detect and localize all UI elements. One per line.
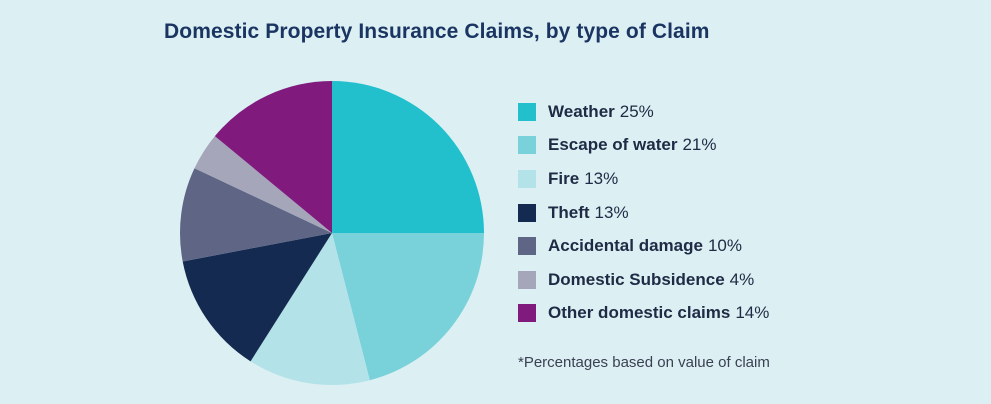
pie-slice-fire xyxy=(250,233,370,385)
legend-value: 4% xyxy=(729,269,755,289)
legend: Weather 25% Escape of water 21% Fire 13% Theft… xyxy=(518,95,918,330)
legend-item-accidental-damage: Accidental damage 10% xyxy=(518,229,918,263)
legend-swatch xyxy=(518,304,536,323)
legend-label: Domestic Subsidence xyxy=(548,269,725,289)
legend-label: Weather xyxy=(548,101,615,121)
legend-swatch xyxy=(518,203,536,222)
legend-swatch xyxy=(518,237,536,256)
legend-label: Escape of water xyxy=(548,135,678,155)
legend-label: Accidental damage xyxy=(548,236,703,256)
legend-value: 21% xyxy=(682,135,717,155)
pie-slice-other-domestic-claims xyxy=(214,80,332,233)
pie-slice-accidental-damage xyxy=(179,168,332,262)
legend-item-escape-of-water: Escape of water 21% xyxy=(518,129,918,163)
pie-slice-theft xyxy=(182,233,332,362)
legend-value: 25% xyxy=(619,101,654,121)
legend-item-domestic-subsidence: Domestic Subsidence 4% xyxy=(518,263,918,297)
legend-item-weather: Weather 25% xyxy=(518,95,918,129)
legend-swatch xyxy=(518,136,536,155)
legend-value: 10% xyxy=(707,236,742,256)
legend-item-fire: Fire 13% xyxy=(518,162,918,196)
pie-slice-escape-of-water xyxy=(332,233,484,381)
legend-value: 14% xyxy=(735,303,770,323)
legend-value: 13% xyxy=(594,202,629,222)
legend-swatch xyxy=(518,169,536,188)
pie-slice-weather xyxy=(332,81,484,233)
legend-item-other-domestic-claims: Other domestic claims 14% xyxy=(518,297,918,331)
legend-item-theft: Theft 13% xyxy=(518,196,918,230)
legend-label: Fire xyxy=(548,168,580,188)
chart-title: Domestic Property Insurance Claims, by t… xyxy=(164,20,710,43)
legend-swatch xyxy=(518,102,536,121)
pie-slice-domestic-subsidence xyxy=(194,136,332,233)
legend-swatch xyxy=(518,270,536,289)
legend-label: Other domestic claims xyxy=(548,303,731,323)
legend-label: Theft xyxy=(548,202,590,222)
pie-slices xyxy=(179,80,484,385)
legend-value: 13% xyxy=(584,168,619,188)
footnote: *Percentages based on value of claim xyxy=(518,354,770,371)
